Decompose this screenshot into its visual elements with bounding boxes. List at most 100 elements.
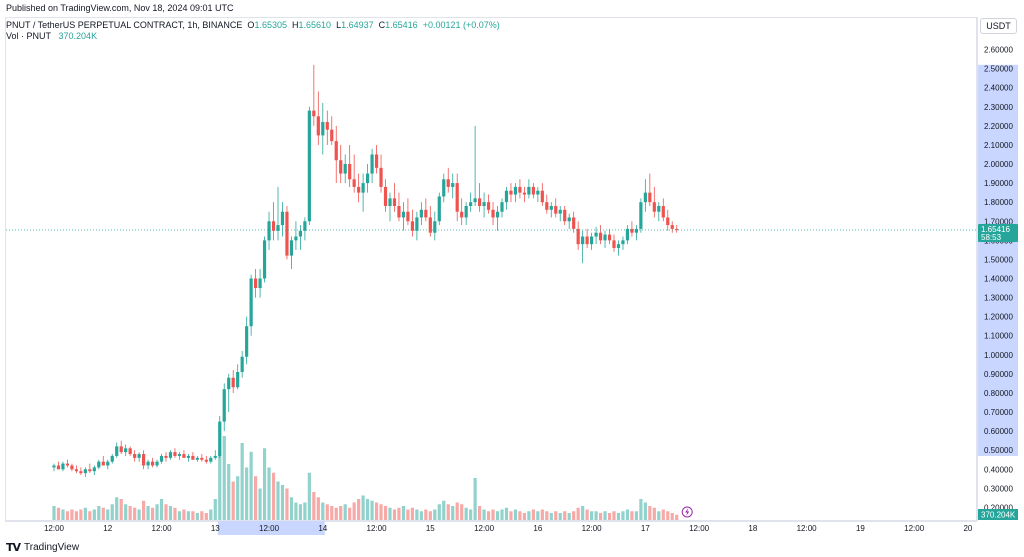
volume-bar: [527, 511, 531, 520]
candle-body: [433, 221, 437, 233]
x-tick-label: 12:00: [259, 524, 280, 533]
candle-body: [446, 179, 450, 187]
countdown-label: 58:53: [981, 233, 1002, 242]
volume-label[interactable]: Vol · PNUT: [6, 31, 52, 41]
volume-bar: [643, 502, 647, 520]
candle-body: [115, 446, 119, 456]
currency-selector[interactable]: USDT: [980, 18, 1017, 34]
volume-bar: [271, 472, 276, 520]
candle-body: [545, 202, 549, 210]
candle-body: [150, 461, 155, 466]
volume-bar: [639, 499, 643, 520]
volume-bar: [486, 511, 491, 520]
volume-bar: [379, 504, 383, 520]
candle-body: [142, 454, 146, 466]
candle-body: [428, 217, 432, 233]
volume-bar: [133, 507, 137, 520]
volume-bar: [150, 507, 155, 520]
candle-body: [612, 240, 616, 248]
volume-bar: [513, 509, 518, 520]
y-tick-label: 2.20000: [984, 122, 1013, 131]
candle-body: [558, 209, 562, 214]
volume-bar: [200, 511, 204, 520]
y-tick-label: 2.40000: [984, 84, 1013, 93]
volume-bar: [616, 513, 621, 520]
candle-body: [254, 278, 258, 289]
candle-body: [563, 209, 567, 222]
volume-bar: [357, 499, 361, 520]
chart-pane[interactable]: [5, 17, 977, 521]
candle-body: [124, 448, 128, 453]
volume-bar: [227, 464, 231, 520]
candle-body: [177, 454, 182, 456]
x-tick-label: 16: [533, 524, 542, 533]
volume-bar: [625, 509, 630, 520]
candle-body: [621, 240, 625, 245]
y-tick-label: 1.00000: [984, 351, 1013, 360]
volume-bar: [374, 502, 379, 520]
volume-bar: [352, 502, 356, 520]
low-label: L: [336, 20, 342, 30]
candle-body: [92, 467, 96, 472]
volume-bar: [115, 497, 119, 520]
volume-bar: [464, 507, 468, 520]
candle-body: [661, 205, 665, 218]
x-tick-label: 12:00: [152, 524, 173, 533]
volume-bar: [325, 504, 329, 520]
candle-body: [289, 240, 294, 256]
volume-bar: [334, 507, 338, 520]
volume-bar: [294, 502, 298, 520]
candle-body: [213, 455, 217, 458]
candle-body: [397, 205, 401, 218]
candle-body: [245, 326, 249, 357]
volume-bar: [370, 500, 374, 520]
candle-body: [522, 192, 526, 195]
volume-bar: [549, 513, 553, 520]
candle-body: [83, 469, 87, 474]
volume-bar: [545, 511, 549, 520]
candle-body: [500, 202, 504, 212]
volume-bar: [339, 506, 343, 520]
volume-bar: [482, 509, 486, 520]
candle-body: [603, 234, 607, 241]
volume-bar: [598, 513, 603, 520]
y-tick-label: 1.80000: [984, 198, 1013, 207]
volume-bar: [159, 499, 164, 520]
candle-body: [312, 110, 316, 117]
candle-body: [419, 209, 423, 218]
candle-body: [249, 278, 253, 327]
volume-bar: [495, 511, 500, 520]
price-range-highlight: [978, 64, 1018, 456]
candle-body: [415, 217, 419, 231]
x-tick-label: 12:00: [797, 524, 818, 533]
y-tick-label: 0.20000: [984, 503, 1013, 512]
y-tick-label: 2.00000: [984, 160, 1013, 169]
volume-bar: [65, 511, 70, 520]
candle-body: [146, 461, 150, 466]
volume-bar: [330, 506, 334, 520]
candle-body: [652, 202, 656, 212]
volume-bar: [581, 506, 585, 520]
volume-bar: [276, 481, 280, 520]
candle-body: [576, 228, 580, 245]
volume-bar: [79, 509, 83, 520]
volume-bar: [567, 513, 571, 520]
symbol-name[interactable]: PNUT / TetherUS PERPETUAL CONTRACT, 1h, …: [6, 20, 243, 30]
volume-bar: [137, 509, 141, 520]
price-axis[interactable]: [977, 17, 1024, 521]
x-tick-label: 17: [641, 524, 650, 533]
time-axis[interactable]: [5, 521, 977, 535]
volume-bar: [469, 509, 473, 520]
x-tick-label: 18: [748, 524, 757, 533]
volume-bar: [554, 511, 558, 520]
candle-body: [482, 202, 486, 206]
candle-body: [527, 186, 531, 195]
candle-body: [209, 457, 213, 462]
candle-body: [222, 389, 226, 422]
volume-bar: [209, 509, 213, 520]
x-tick-label: 12: [103, 524, 112, 533]
volume-bar: [406, 509, 410, 520]
volume-bar: [97, 506, 101, 520]
volume-bar: [236, 476, 240, 520]
